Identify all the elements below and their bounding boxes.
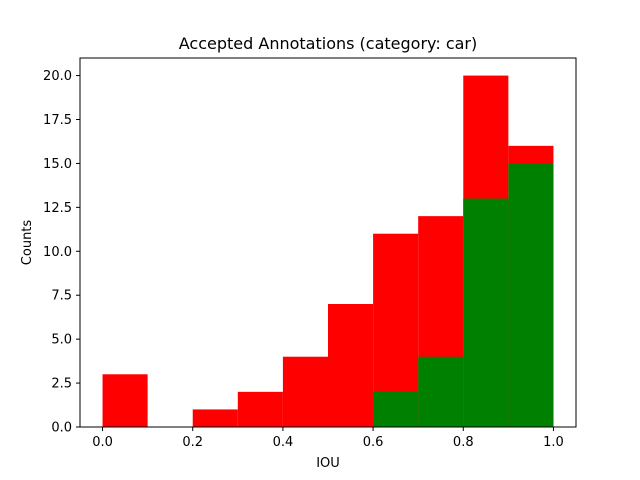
x-tick-label: 0.2: [182, 435, 203, 450]
x-ticks: 0.0 0.2 0.4 0.6 0.8 1.0: [92, 427, 564, 450]
y-tick-label: 2.5: [51, 377, 72, 392]
y-tick-label: 0.0: [51, 421, 72, 436]
y-tick-label: 17.5: [43, 113, 72, 128]
x-tick-label: 0.6: [363, 435, 384, 450]
bar-series2-bin-10: [508, 163, 554, 427]
plot-frame: [79, 57, 577, 428]
bar-series1-bin-1: [102, 374, 148, 427]
bar-series2-bin-8: [418, 356, 464, 427]
x-tick-label: 0.8: [453, 435, 474, 450]
y-axis-label: Counts: [20, 220, 35, 266]
x-tick-label: 0.0: [92, 435, 113, 450]
x-tick-label: 1.0: [543, 435, 564, 450]
bar-series1-bin-5: [282, 356, 328, 427]
y-tick-label: 20.0: [43, 69, 72, 84]
x-axis-label: IOU: [316, 456, 340, 471]
y-tick-label: 15.0: [43, 157, 72, 172]
y-tick-label: 5.0: [51, 333, 72, 348]
bar-series1-bin-4: [237, 391, 283, 427]
bar-series2-bin-7: [373, 391, 419, 427]
y-tick-label: 10.0: [43, 245, 72, 260]
bar-series1-bin-3: [192, 409, 238, 427]
y-ticks: 0.0 2.5 5.0 7.5 10.0 12.5 15.0 17.5 20.0: [43, 69, 80, 436]
y-tick-label: 12.5: [43, 201, 72, 216]
x-tick-label: 0.4: [273, 435, 294, 450]
y-tick-label: 7.5: [51, 289, 72, 304]
bar-series2-bin-9: [463, 198, 509, 427]
bar-series1-bin-6: [328, 304, 374, 427]
chart-title: Accepted Annotations (category: car): [179, 34, 477, 53]
bars-layer: [102, 75, 554, 428]
